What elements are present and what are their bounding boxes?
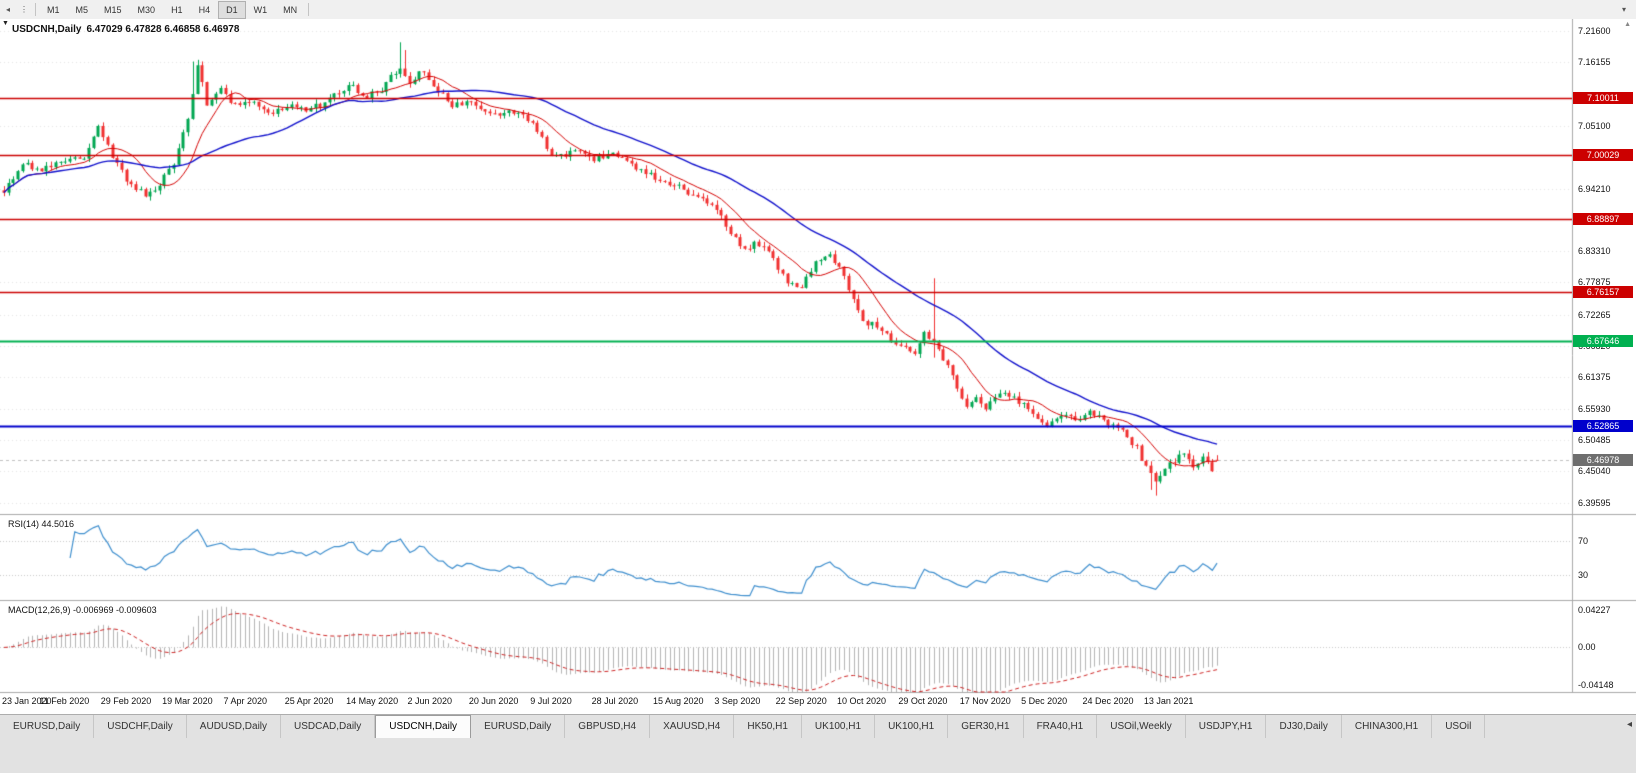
chart-tab-hk50-h1[interactable]: HK50,H1	[734, 715, 802, 738]
chart-tabs: EURUSD,Daily USDCHF,Daily AUDUSD,Daily USDC…	[0, 715, 1618, 738]
chart-tab-fra40-h1[interactable]: FRA40,H1	[1023, 715, 1098, 738]
toolbar-collapse-icon[interactable]: ◂	[5, 4, 10, 14]
timeframe-button-h4[interactable]: H4	[198, 4, 211, 15]
chart-tab-china300-h1[interactable]: CHINA300,H1	[1341, 715, 1433, 738]
timeframe-button-m1[interactable]: M1	[47, 4, 60, 15]
chart-tab-audusd-daily[interactable]: AUDUSD,Daily	[186, 715, 282, 738]
chart-tab-ger30-h1[interactable]: GER30,H1	[948, 715, 1024, 738]
chart-symbol-label: USDCNH,Daily	[12, 24, 82, 35]
chart-tab-usdchf-daily[interactable]: USDCHF,Daily	[94, 715, 187, 738]
timeframe-button-m15[interactable]: M15	[104, 4, 122, 15]
toolbar-separator	[35, 3, 36, 16]
toolbar-overflow-icon[interactable]: ▾	[1621, 4, 1626, 14]
chart-tab-usoil-weekly[interactable]: USOil,Weekly	[1097, 715, 1186, 738]
timeframe-button-h1[interactable]: H1	[171, 4, 183, 15]
chart-tab-dj30-daily[interactable]: DJ30,Daily	[1266, 715, 1342, 738]
chart-window: ▼ ▲ USDCNH,Daily 6.47029 6.47828 6.46858 …	[0, 19, 1636, 714]
toolbar-separator	[308, 3, 310, 16]
chart-tab-eurusd-daily[interactable]: EURUSD,Daily	[471, 715, 566, 738]
chart-tab-uk100-h1[interactable]: UK100,H1	[875, 715, 949, 738]
chart-tab-usoil[interactable]: USOil	[1432, 715, 1486, 738]
chart-title: USDCNH,Daily 6.47029 6.47828 6.46858 6.46…	[12, 24, 244, 35]
chart-tab-bar: EURUSD,Daily USDCHF,Daily AUDUSD,Daily USDC…	[0, 714, 1636, 773]
chart-tab-usdjpy-h1[interactable]: USDJPY,H1	[1185, 715, 1267, 738]
timeframe-button-m5[interactable]: M5	[75, 4, 89, 15]
chart-canvas[interactable]	[0, 19, 1636, 714]
timeframe-button-w1[interactable]: W1	[253, 4, 268, 15]
macd-indicator-label: MACD(12,26,9) -0.006969 -0.009603	[8, 605, 157, 615]
timeframe-button-d1[interactable]: D1	[218, 0, 246, 19]
chart-ohlc-readout: 6.47029 6.47828 6.46858 6.46978	[86, 24, 240, 35]
tab-scroll-left-button[interactable]: ◂	[1626, 719, 1632, 730]
one-click-trading-toggle-icon[interactable]: ▼	[2, 20, 9, 27]
chart-tab-uk100-h1[interactable]: UK100,H1	[801, 715, 876, 738]
chart-tab-usdcad-daily[interactable]: USDCAD,Daily	[281, 715, 376, 738]
chart-tab-xauusd-h4[interactable]: XAUUSD,H4	[650, 715, 735, 738]
timeframe-button-m30[interactable]: M30	[137, 4, 156, 15]
toolbar-grip-icon[interactable]: ⋮	[20, 4, 28, 14]
chart-scroll-up-icon[interactable]: ▲	[1624, 21, 1631, 28]
chart-tab-gbpusd-h4[interactable]: GBPUSD,H4	[565, 715, 651, 738]
timeframe-button-mn[interactable]: MN	[283, 4, 298, 15]
rsi-indicator-label: RSI(14) 44.5016	[8, 519, 75, 529]
timeframe-buttons: M1 M5 M15 M30 H1 H4 D1 W1 MN	[39, 0, 305, 19]
chart-tab-usdcnh-daily[interactable]: USDCNH,Daily	[375, 715, 472, 738]
chart-tab-eurusd-daily[interactable]: EURUSD,Daily	[0, 715, 95, 738]
timeframe-toolbar: ◂ ⋮ M1 M5 M15 M30 H1 H4 D1 W1 MN ▾	[0, 0, 1636, 20]
